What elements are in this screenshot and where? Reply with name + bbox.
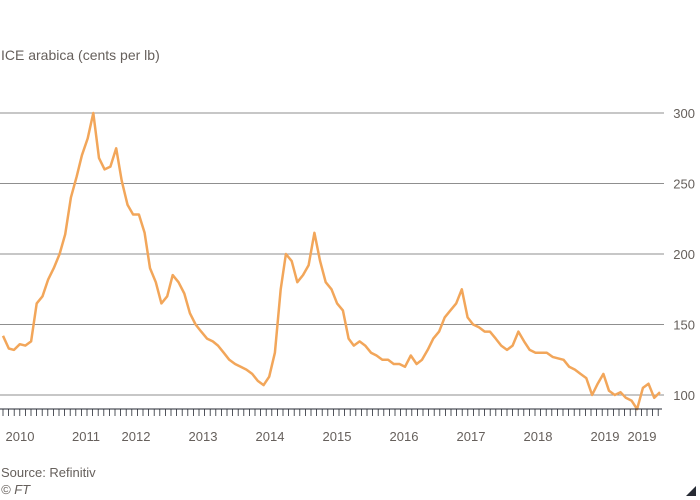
x-tick-label: 2019 bbox=[628, 429, 657, 444]
x-tick-label: 2019 bbox=[591, 429, 620, 444]
x-tick-label: 2018 bbox=[524, 429, 553, 444]
x-tick-label: 2016 bbox=[390, 429, 419, 444]
gridlines bbox=[0, 112, 664, 396]
y-tick-labels: 100 150 200 250 300 bbox=[673, 106, 695, 403]
series-line bbox=[1, 111, 661, 411]
chart-title: ICE arabica (cents per lb) bbox=[1, 47, 160, 63]
credit-note: © FT bbox=[1, 482, 31, 497]
y-tick-label: 250 bbox=[673, 177, 695, 192]
y-tick-label: 200 bbox=[673, 247, 695, 262]
y-tick-label: 150 bbox=[673, 318, 695, 333]
corner-triangle-icon bbox=[686, 486, 696, 496]
x-tick-label: 2013 bbox=[189, 429, 218, 444]
series-line-layer bbox=[1, 111, 661, 411]
source-note: Source: Refinitiv bbox=[1, 465, 96, 480]
x-tick-label: 2011 bbox=[72, 429, 100, 444]
x-tick-label: 2010 bbox=[6, 429, 35, 444]
x-tick-labels: 2010 2011 2012 2013 2014 2015 2016 2017 2018 2019… bbox=[6, 429, 657, 444]
x-tick-label: 2012 bbox=[122, 429, 151, 444]
x-axis bbox=[0, 408, 662, 416]
x-tick-label: 2017 bbox=[457, 429, 486, 444]
y-tick-label: 100 bbox=[673, 388, 695, 403]
x-tick-label: 2014 bbox=[256, 429, 285, 444]
y-tick-label: 300 bbox=[673, 106, 695, 121]
x-tick-label: 2015 bbox=[323, 429, 352, 444]
